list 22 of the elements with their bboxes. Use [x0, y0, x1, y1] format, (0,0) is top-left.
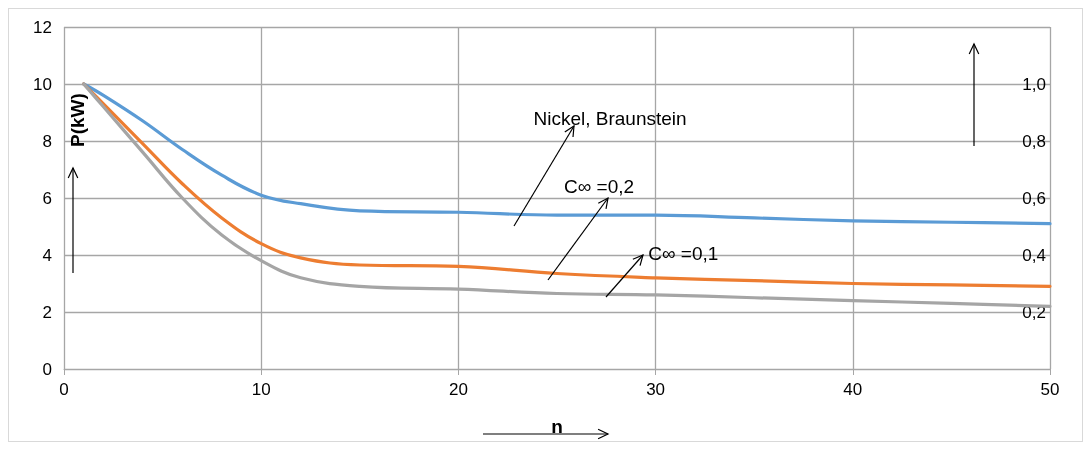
y2-tick-label: 0,4 — [1022, 245, 1046, 265]
annotation: C∞ =0,2 — [564, 176, 635, 198]
y-tick-label: 6 — [42, 188, 52, 208]
x-tick-label: 50 — [1040, 380, 1060, 399]
x-tick-label: 0 — [59, 380, 69, 399]
x-axis-title: n — [551, 416, 563, 437]
y-tick-label: 0 — [42, 359, 52, 379]
y-tick-label: 12 — [33, 17, 52, 37]
y-tick-label: 4 — [42, 245, 52, 265]
y-tick-label: 2 — [42, 302, 52, 322]
x-tick-label: 20 — [448, 380, 468, 399]
annotation: C∞ =0,1 — [648, 242, 719, 264]
x-tick-label: 10 — [251, 380, 271, 399]
x-tick-label: 30 — [646, 380, 666, 399]
annotation: Nickel, Braunstein — [533, 108, 687, 130]
y-tick-label: 10 — [33, 74, 52, 94]
y2-tick-label: 1,0 — [1022, 74, 1046, 94]
y2-tick-label: 0,6 — [1022, 188, 1046, 208]
y-axis-title: P(kW) — [67, 93, 88, 147]
y2-tick-label: 0,8 — [1022, 131, 1046, 151]
y-tick-label: 8 — [42, 131, 52, 151]
x-tick-label: 40 — [843, 380, 863, 399]
